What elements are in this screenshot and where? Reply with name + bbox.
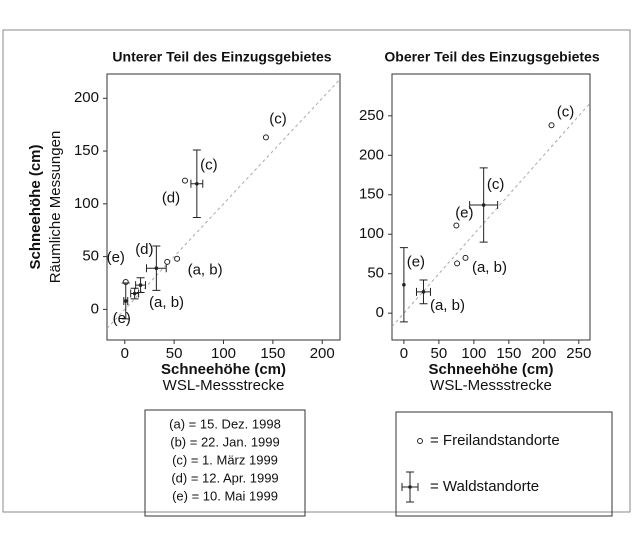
point [164, 258, 171, 265]
point-label: (c) [269, 110, 287, 127]
point [132, 291, 137, 296]
x-label-sub: WSL-Messstrecke [430, 377, 552, 394]
y-tick-label: 250 [359, 107, 384, 124]
x-tick-label: 0 [400, 345, 408, 362]
point [453, 222, 460, 229]
legend-line: (b) = 22. Jan. 1999 [170, 434, 280, 449]
point-label: (c) [557, 103, 575, 120]
title: Unterer Teil des Einzugsgebietes [112, 49, 331, 65]
x-label-sub: WSL-Messstrecke [163, 377, 285, 394]
y-tick-label: 0 [376, 304, 384, 321]
point [174, 255, 181, 262]
x-tick-label: 150 [260, 345, 285, 362]
legend-marker [408, 485, 412, 489]
point [195, 181, 199, 186]
y-label: Schneehöhe (cm) [27, 144, 44, 269]
point-label: (d) [135, 241, 153, 258]
y-tick-label: 50 [82, 248, 99, 265]
point-label: (e) [113, 310, 131, 327]
point-label: (a, b) [472, 259, 507, 276]
x-label: Schneehöhe (cm) [428, 361, 553, 378]
point [181, 177, 188, 184]
x-tick-label: 50 [431, 345, 448, 362]
point-label: (a, b) [430, 297, 465, 314]
y-tick-label: 200 [74, 89, 99, 106]
point [454, 260, 461, 267]
plot-area [106, 73, 341, 341]
y-tick-label: 200 [359, 146, 384, 163]
x-tick-label: 100 [211, 345, 236, 362]
x-tick-label: 200 [310, 345, 335, 362]
y-tick-label: 0 [91, 300, 99, 317]
legend-entry: = Waldstandorte [430, 478, 539, 495]
x-tick-label: 100 [461, 345, 486, 362]
legend-line: (e) = 10. Mai 1999 [172, 488, 278, 503]
x-label: Schneehöhe (cm) [161, 361, 286, 378]
x-tick-label: 250 [566, 345, 591, 362]
y-label-sub: Räumliche Messungen [47, 131, 64, 284]
point [462, 254, 469, 261]
y-tick-label: 50 [367, 265, 384, 282]
point [421, 290, 426, 294]
x-tick-label: 200 [531, 345, 556, 362]
title: Oberer Teil des Einzugsgebietes [384, 49, 599, 65]
legend-box [144, 409, 306, 517]
point-label: (a, b) [188, 262, 223, 279]
point [123, 299, 128, 303]
point [481, 203, 486, 207]
legend-marker [417, 438, 423, 444]
point [262, 134, 269, 141]
legend-box [395, 411, 613, 517]
point-label: (e) [107, 249, 125, 266]
y-tick-label: 100 [359, 225, 384, 242]
frame [2, 29, 631, 513]
plot-area [391, 73, 591, 341]
x-tick-label: 0 [121, 345, 129, 362]
point [138, 283, 143, 287]
identity-line [106, 78, 341, 329]
legend-entry: = Freilandstandorte [430, 432, 560, 449]
point-label: (c) [487, 176, 505, 193]
point [154, 266, 159, 271]
point [548, 122, 555, 129]
point [402, 282, 406, 287]
identity-line [391, 102, 591, 327]
legend-line: (d) = 12. Apr. 1999 [171, 470, 278, 485]
point-label: (a, b) [149, 294, 184, 311]
legend-line: (a) = 15. Dez. 1998 [169, 416, 281, 431]
point-label: (e) [407, 254, 425, 271]
point-label: (e) [455, 205, 473, 222]
x-tick-label: 50 [166, 345, 183, 362]
point-label: (d) [162, 190, 180, 207]
y-tick-label: 150 [74, 142, 99, 159]
y-tick-label: 100 [74, 195, 99, 212]
x-tick-label: 150 [496, 345, 521, 362]
y-tick-label: 150 [359, 186, 384, 203]
legend-line: (c) = 1. März 1999 [172, 452, 278, 467]
point-label: (c) [200, 157, 218, 174]
